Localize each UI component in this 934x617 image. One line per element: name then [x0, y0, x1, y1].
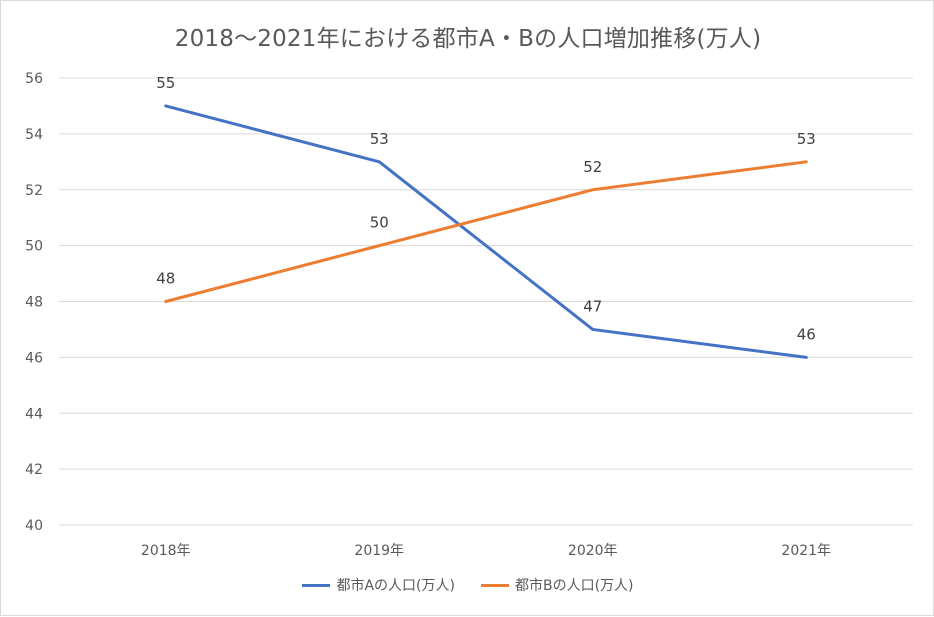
chart-title: 2018〜2021年における都市A・Bの人口増加推移(万人) — [174, 26, 762, 52]
data-label: 52 — [583, 158, 602, 176]
x-axis-ticks: 2018年 2019年 2020年 2021年 — [141, 543, 831, 559]
data-label: 50 — [370, 214, 389, 232]
legend-item-city-a[interactable]: 都市Aの人口(万人) — [302, 575, 455, 595]
data-label: 53 — [370, 130, 389, 148]
legend-swatch-city-b — [480, 583, 509, 587]
legend-swatch-city-a — [302, 583, 331, 587]
data-label: 53 — [797, 130, 816, 148]
y-tick-label: 40 — [25, 518, 43, 534]
data-label: 47 — [583, 297, 602, 315]
x-tick-label: 2020年 — [568, 543, 618, 559]
data-labels: 55 53 47 46 48 50 52 53 — [156, 74, 816, 343]
gridlines — [59, 77, 913, 526]
series-line-city-a[interactable] — [164, 104, 808, 359]
data-label: 55 — [156, 74, 175, 92]
y-tick-label: 44 — [25, 406, 43, 422]
x-tick-label: 2018年 — [141, 543, 191, 559]
y-axis-ticks: 40 42 44 46 48 50 52 54 56 — [25, 71, 43, 534]
y-tick-label: 56 — [25, 71, 43, 87]
data-label: 46 — [797, 325, 816, 343]
legend-label-city-b: 都市Bの人口(万人) — [514, 578, 634, 594]
y-tick-label: 42 — [25, 462, 43, 478]
y-tick-label: 54 — [25, 127, 43, 143]
x-tick-label: 2019年 — [354, 543, 404, 559]
legend: 都市Aの人口(万人) 都市Bの人口(万人) — [1, 575, 934, 595]
y-tick-label: 46 — [25, 350, 43, 366]
legend-label-city-a: 都市Aの人口(万人) — [336, 578, 455, 594]
y-tick-label: 50 — [25, 239, 43, 255]
x-tick-label: 2021年 — [781, 543, 831, 559]
y-tick-label: 52 — [25, 183, 43, 199]
data-label: 48 — [156, 270, 175, 288]
legend-item-city-b[interactable]: 都市Bの人口(万人) — [480, 575, 634, 595]
series-lines — [164, 104, 808, 359]
series-line-city-b[interactable] — [164, 160, 808, 303]
y-tick-label: 48 — [25, 295, 43, 311]
